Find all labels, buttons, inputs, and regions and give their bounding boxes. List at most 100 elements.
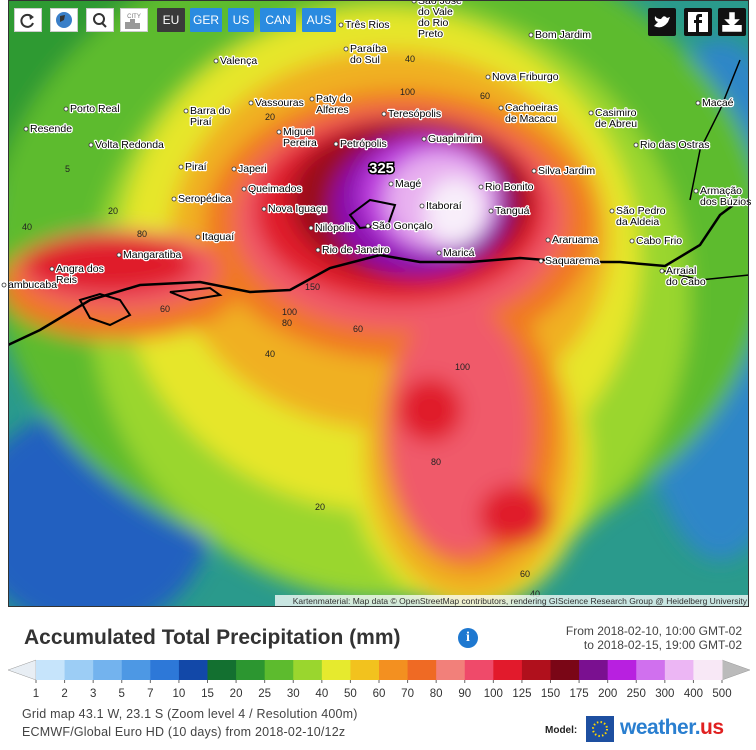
- region-button[interactable]: AUS: [302, 8, 336, 32]
- period-from: From 2018-02-10, 10:00 GMT-02: [565, 624, 742, 638]
- city-label: do Vale: [418, 6, 453, 18]
- city-marker: [488, 208, 494, 214]
- city-marker: [436, 250, 442, 256]
- city-label: São Gonçalo: [372, 220, 433, 232]
- city-label: Piraí: [185, 161, 207, 173]
- legend-bin: [121, 660, 151, 680]
- contour-label: 80: [282, 318, 292, 328]
- city-marker: [183, 108, 189, 114]
- legend-tick-label: 300: [655, 688, 674, 700]
- twitter-button[interactable]: [648, 8, 676, 36]
- precipitation-field: [8, 0, 749, 606]
- legend-tick-label: 7: [147, 688, 153, 700]
- legend-tick-label: 10: [173, 688, 186, 700]
- city-marker: [633, 142, 639, 148]
- globe-icon: [56, 12, 72, 28]
- download-icon: [722, 12, 742, 32]
- city-label: Tanguá: [495, 205, 530, 217]
- contour-label: 100: [455, 362, 470, 372]
- legend-tick-label: 175: [569, 688, 588, 700]
- city-marker: [116, 252, 122, 258]
- legend-bin: [550, 660, 580, 680]
- legend-tick-label: 150: [541, 688, 560, 700]
- brand-name: weather.: [620, 716, 701, 739]
- region-button[interactable]: CAN: [260, 8, 296, 32]
- city-marker: [531, 168, 537, 174]
- city-label: Paraíba: [350, 43, 387, 55]
- legend-tick-label: 40: [315, 688, 328, 700]
- twitter-icon: [654, 16, 670, 28]
- city-label: de Macacu: [505, 113, 557, 125]
- legend-bin: [293, 660, 323, 680]
- grid-info: Grid map 43.1 W, 23.1 S (Zoom level 4 / …: [22, 707, 358, 721]
- city-marker: [49, 266, 55, 272]
- city-marker: [231, 166, 237, 172]
- region-button[interactable]: GER: [190, 8, 222, 32]
- city-marker: [1, 282, 7, 288]
- zoom-button[interactable]: [86, 8, 114, 32]
- city-marker: [261, 206, 267, 212]
- city-marker: [315, 247, 321, 253]
- legend-bin: [321, 660, 351, 680]
- contour-label: 40: [22, 222, 32, 232]
- region-button[interactable]: EU: [157, 8, 185, 32]
- city-label: Armação: [700, 185, 742, 197]
- city-marker: [388, 181, 394, 187]
- reload-icon: [20, 13, 34, 28]
- city-label: Bom Jardim: [535, 29, 591, 41]
- legend-bin: [93, 660, 123, 680]
- legend-tick-label: 200: [598, 688, 617, 700]
- city-label: Teresópolis: [388, 108, 441, 120]
- legend-tick-label: 15: [201, 688, 214, 700]
- city-marker: [588, 110, 594, 116]
- city-icon-label: CITY: [127, 14, 141, 20]
- city-marker: [248, 100, 254, 106]
- contour-label: 20: [315, 502, 325, 512]
- legend-bin: [150, 660, 180, 680]
- region-button[interactable]: US: [228, 8, 254, 32]
- coastline: [659, 59, 749, 281]
- city-marker: [276, 129, 282, 135]
- info-button[interactable]: i: [458, 628, 478, 648]
- city-label: Paty do: [316, 93, 352, 105]
- city-marker: [338, 22, 344, 28]
- legend-bin: [264, 660, 294, 680]
- city-label: do Sul: [350, 54, 380, 66]
- city-label: Saquarema: [545, 255, 599, 267]
- city-marker: [629, 238, 635, 244]
- city-label: Vassouras: [255, 97, 304, 109]
- city-label: Angra dos: [56, 263, 104, 275]
- eu-flag: [586, 716, 614, 742]
- islands: [78, 198, 397, 327]
- facebook-button[interactable]: [684, 8, 712, 36]
- city-button[interactable]: CITY: [120, 8, 148, 32]
- download-button[interactable]: [718, 8, 746, 36]
- legend-bin: [636, 660, 666, 680]
- city-label: Reis: [56, 274, 77, 286]
- coastline: [8, 199, 741, 347]
- legend-tick-label: 80: [430, 688, 443, 700]
- legend-bin: [664, 660, 694, 680]
- city-label: Piraí: [190, 116, 212, 128]
- city-label: Magé: [395, 178, 421, 190]
- contour-label: 150: [305, 282, 320, 292]
- city-label: Nova Friburgo: [492, 71, 559, 83]
- legend-tick-label: 25: [258, 688, 271, 700]
- contour-label: 60: [160, 304, 170, 314]
- reload-button[interactable]: [14, 8, 42, 32]
- legend-arrow-high: [721, 659, 751, 681]
- city-marker: [365, 223, 371, 229]
- city-label: Preto: [418, 28, 443, 40]
- city-label: dos Búzios: [700, 196, 751, 208]
- city-marker: [343, 46, 349, 52]
- legend-bin: [407, 660, 437, 680]
- contour-label: 100: [400, 87, 415, 97]
- legend-tick-label: 70: [401, 688, 414, 700]
- city-label: Queimados: [248, 183, 302, 195]
- city-label: ambucaba: [8, 279, 57, 291]
- city-label: Porto Real: [70, 103, 120, 115]
- city-label: Japeri: [238, 163, 267, 175]
- globe-button[interactable]: [50, 8, 78, 32]
